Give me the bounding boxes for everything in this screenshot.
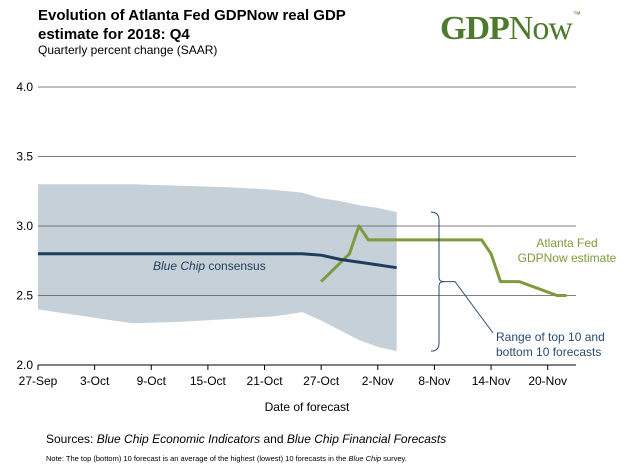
x-tick-label: 8-Nov <box>418 374 450 388</box>
sources-bcei: Blue Chip Economic Indicators <box>96 432 261 446</box>
y-tick-label: 4.0 <box>16 80 33 94</box>
x-tick-label: 20-Nov <box>528 374 567 388</box>
x-axis-title: Date of forecast <box>265 400 350 414</box>
gdpnow-label-line2: GDPNow estimate <box>518 251 617 265</box>
y-tick-label: 3.5 <box>16 150 33 164</box>
consensus-label-italic: Blue Chip <box>153 259 205 273</box>
note-prefix: Note: The top (bottom) 10 forecast is an… <box>46 454 347 463</box>
sources-and: and <box>263 432 284 446</box>
blue-chip-consensus-line <box>38 252 397 270</box>
gdpnow-label-line1: Atlanta Fed <box>536 236 597 250</box>
x-tick-label: 21-Oct <box>247 374 284 388</box>
sources-prefix: Sources: <box>46 432 94 446</box>
y-tick-label: 3.0 <box>16 219 33 233</box>
gdpnow-estimate-line <box>320 224 567 297</box>
range-bracket <box>430 211 445 352</box>
x-tick-label: 3-Oct <box>80 374 110 388</box>
x-tick-label: 2-Nov <box>362 374 394 388</box>
y-tick-label: 2.0 <box>16 358 33 372</box>
logo-now-text: Now <box>508 10 573 47</box>
chart-title: Evolution of Atlanta Fed GDPNow real GDP… <box>38 7 346 43</box>
y-tick-label: 2.5 <box>16 289 33 303</box>
x-tick-label: 9-Oct <box>137 374 167 388</box>
note-line: Note: The top (bottom) 10 forecast is an… <box>46 454 407 463</box>
x-tick-label: 14-Nov <box>472 374 511 388</box>
consensus-label-rest: consensus <box>205 259 266 273</box>
consensus-label: Blue Chip consensus <box>153 259 266 273</box>
gdpnow-logo: GDPNow™ <box>440 10 581 48</box>
sources-bcff: Blue Chip Financial Forecasts <box>286 432 447 446</box>
range-label-line2: bottom 10 forecasts <box>496 345 601 359</box>
logo-trademark: ™ <box>572 10 581 19</box>
logo-gdp-text: GDP <box>440 10 510 47</box>
x-tick-label: 27-Oct <box>303 374 340 388</box>
range-leader-line <box>444 281 494 334</box>
chart-subtitle: Quarterly percent change (SAAR) <box>38 43 218 57</box>
range-label-line1: Range of top 10 and <box>496 330 605 344</box>
note-suffix: survey. <box>383 454 407 463</box>
note-italic: Blue Chip <box>348 454 382 463</box>
sources-line: Sources: Blue Chip Economic Indicators a… <box>46 432 446 446</box>
x-tick-label: 27-Sep <box>19 374 58 388</box>
x-tick-label: 15-Oct <box>190 374 227 388</box>
